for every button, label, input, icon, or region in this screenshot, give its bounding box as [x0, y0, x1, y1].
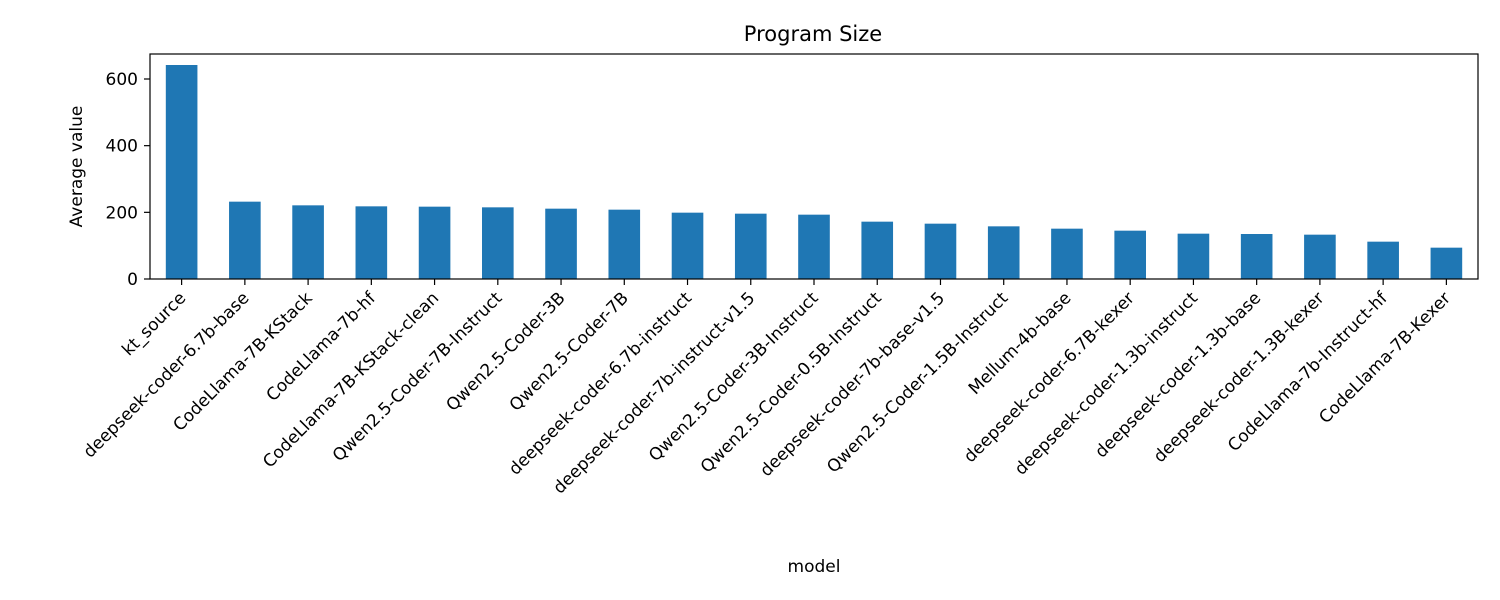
bars-group — [165, 65, 1463, 279]
bar-deepseek-coder-6.7b-instruct — [671, 212, 704, 279]
bar-deepseek-coder-7b-base-v1.5 — [924, 223, 957, 279]
y-axis: 0 200 400 600 — [106, 70, 150, 290]
bar-Qwen2.5-Coder-3B-Instruct — [798, 214, 830, 279]
bar-deepseek-coder-1.3b-instruct — [1177, 233, 1210, 279]
x-tick-label: CodeLlama-7b-hf — [263, 288, 381, 406]
bar-Qwen2.5-Coder-3B — [545, 208, 577, 279]
bar-Qwen2.5-Coder-1.5B-Instruct — [987, 226, 1020, 279]
y-tick-label: 0 — [127, 270, 138, 290]
bar-Qwen2.5-Coder-7B — [608, 209, 641, 279]
bar-kt_source — [165, 65, 198, 279]
bar-CodeLlama-7B-Kexer — [1430, 247, 1463, 279]
x-axis: kt_sourcedeepseek-coder-6.7b-baseCodeLla… — [80, 279, 1455, 498]
bar-CodeLlama-7b-hf — [355, 206, 388, 279]
y-tick-label: 400 — [106, 137, 138, 157]
y-axis-label: Average value — [67, 106, 87, 228]
bar-deepseek-coder-7b-instruct-v1.5 — [734, 213, 767, 279]
x-tick-label: Qwen2.5-Coder-3B — [442, 288, 569, 415]
bar-deepseek-coder-1.3B-kexer — [1304, 234, 1336, 279]
bar-deepseek-coder-1.3b-base — [1240, 234, 1273, 279]
bar-deepseek-coder-6.7B-kexer — [1114, 230, 1146, 279]
y-tick-label: 200 — [106, 203, 138, 223]
bar-CodeLlama-7b-Instruct-hf — [1367, 241, 1399, 279]
x-tick-label: CodeLlama-7B-Kexer — [1315, 288, 1455, 428]
plot-frame — [149, 53, 1479, 280]
bar-Qwen2.5-Coder-0.5B-Instruct — [861, 221, 894, 279]
bar-Qwen2.5-Coder-7B-Instruct — [482, 207, 514, 279]
y-tick-label: 600 — [106, 70, 138, 90]
bar-deepseek-coder-6.7b-base — [229, 201, 261, 279]
bar-CodeLlama-7B-KStack — [292, 205, 324, 279]
chart-title: Program Size — [744, 22, 882, 46]
bar-Mellum-4b-base — [1051, 228, 1083, 279]
x-axis-label: model — [788, 557, 841, 577]
x-tick-label: Qwen2.5-Coder-7B — [506, 288, 633, 415]
bar-CodeLlama-7B-KStack-clean — [418, 206, 451, 279]
